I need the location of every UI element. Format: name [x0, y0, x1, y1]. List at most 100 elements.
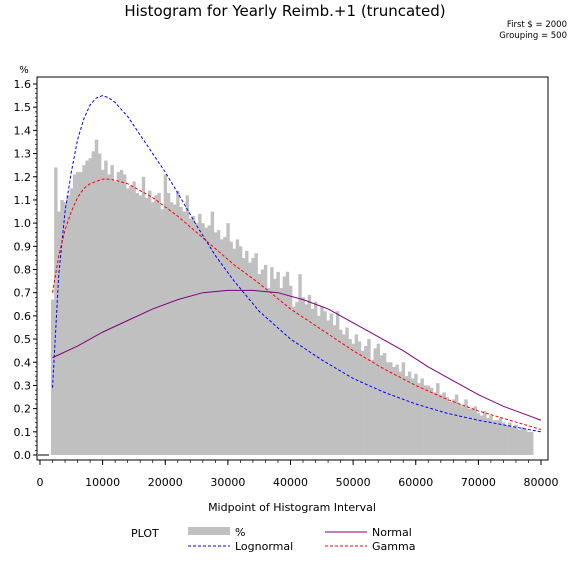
histogram-bar [260, 269, 265, 455]
histogram-bar [179, 206, 183, 455]
histogram-bar [486, 417, 490, 455]
histogram-bar [160, 209, 164, 455]
histogram-bar [116, 172, 121, 456]
y-tick-label: 0.3 [14, 379, 32, 392]
histogram-bar [414, 373, 418, 455]
histogram-bar [367, 339, 371, 455]
histogram-bar [104, 160, 108, 455]
histogram-bar [514, 424, 518, 455]
histogram-bar [110, 165, 114, 455]
histogram-bar [439, 394, 443, 455]
y-tick-label: 0.1 [14, 426, 32, 439]
histogram-bar [76, 172, 80, 456]
histogram-bar [423, 385, 428, 455]
histogram-bar [432, 392, 437, 455]
y-tick-label: 0.7 [14, 287, 32, 300]
histogram-bar [473, 406, 478, 455]
histogram-bar [445, 397, 449, 455]
histogram-bar [226, 223, 230, 456]
x-tick-label: 10000 [85, 476, 120, 489]
histogram-bar [97, 153, 102, 455]
histogram-bar [241, 257, 246, 455]
histogram-bar [122, 174, 127, 455]
histogram-bar [523, 429, 528, 455]
histogram-bar [342, 334, 346, 455]
histogram-bar [207, 225, 211, 455]
histogram-bar [292, 306, 296, 455]
histogram-bar [404, 376, 409, 455]
legend: PLOT% Normal Lognormal Gamma [131, 526, 415, 553]
x-tick-label: 20000 [148, 476, 183, 489]
y-tick-label: 1.3 [14, 148, 32, 161]
histogram-bar [82, 165, 86, 455]
histogram-bar [91, 151, 96, 456]
histogram-bar [448, 401, 453, 455]
histogram-bar [483, 410, 487, 455]
y-tick-label: 1.1 [14, 194, 32, 207]
histogram-bar [144, 197, 149, 455]
histogram-bar [63, 202, 67, 455]
y-tick-label: 0.9 [14, 240, 32, 253]
histogram-bar [94, 139, 99, 455]
histogram-bar [288, 285, 293, 455]
histogram-bar [248, 262, 252, 455]
histogram-bar [198, 213, 202, 455]
histogram-bar [251, 257, 255, 455]
histogram-bar [163, 174, 168, 455]
histogram-bar [310, 308, 315, 455]
histogram-bar [417, 383, 421, 455]
histogram-bar [113, 181, 118, 455]
histogram-bar [138, 195, 143, 456]
histogram-bar [257, 274, 262, 455]
histogram-bar [511, 427, 515, 455]
histogram-bar [54, 167, 58, 456]
x-tick-label: 40000 [273, 476, 308, 489]
histogram-bar [376, 343, 381, 455]
x-axis-label: Midpoint of Histogram Interval [208, 501, 376, 514]
legend-title: PLOT [131, 527, 159, 540]
histogram-bar [263, 264, 268, 455]
histogram-bar [407, 371, 412, 455]
histogram-bar [238, 246, 243, 455]
first-dollar-note: First $ = 2000 [506, 20, 567, 30]
histogram-bar [398, 371, 402, 455]
y-tick-label: 0.0 [14, 449, 32, 462]
histogram-bar [386, 362, 390, 455]
legend-swatch-bar [188, 527, 230, 535]
histogram-bar [107, 174, 111, 455]
histogram-bar [382, 352, 387, 455]
histogram-bar [213, 232, 218, 455]
histogram-bar [210, 211, 215, 455]
histogram-bar [191, 216, 196, 455]
x-tick-label: 60000 [398, 476, 433, 489]
histogram-bar [395, 364, 399, 455]
histogram-bar [335, 311, 340, 455]
histogram-bar [317, 315, 321, 456]
histogram-bar [476, 413, 481, 455]
histogram-bar [273, 278, 277, 455]
histogram-bar [135, 192, 139, 456]
histogram-bar [154, 195, 158, 456]
histogram-bar [220, 239, 224, 455]
histogram-bar [148, 190, 152, 455]
histogram-bar [60, 199, 64, 455]
y-tick-label: 0.5 [14, 333, 32, 346]
histogram-bar [454, 394, 459, 455]
histogram-bar [85, 160, 89, 455]
histogram-bar [323, 311, 327, 455]
histogram-bar [254, 253, 258, 455]
normal-curve [52, 289, 542, 421]
legend-label: % [235, 526, 245, 539]
histogram-bar [282, 276, 287, 455]
plot-frame [36, 76, 549, 461]
bars-group [50, 139, 534, 456]
histogram-bar [304, 304, 309, 455]
histogram-bar [245, 250, 249, 455]
histogram-bar [229, 241, 233, 455]
histogram-bar [379, 355, 384, 455]
x-tick-label: 80000 [524, 476, 559, 489]
histogram-bar [188, 218, 193, 455]
histogram-bar [185, 195, 190, 456]
histogram-bar [508, 422, 512, 455]
